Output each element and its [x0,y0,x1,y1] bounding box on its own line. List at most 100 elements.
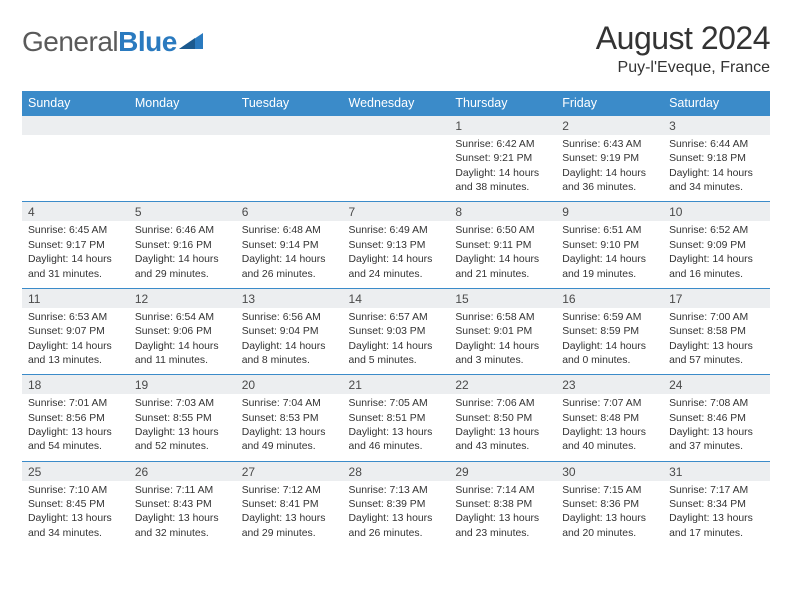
day-detail-cell [22,135,129,202]
daylight-line1: Daylight: 14 hours [135,340,230,354]
detail-row: Sunrise: 7:01 AMSunset: 8:56 PMDaylight:… [22,394,770,461]
daylight-line2: and 34 minutes. [28,527,123,541]
sunrise-line: Sunrise: 6:58 AM [455,311,550,325]
daylight-line1: Daylight: 14 hours [562,340,657,354]
day-header: Friday [556,91,663,116]
detail-row: Sunrise: 6:45 AMSunset: 9:17 PMDaylight:… [22,221,770,288]
sunset-line: Sunset: 9:17 PM [28,239,123,253]
sunrise-line: Sunrise: 6:42 AM [455,138,550,152]
sunset-line: Sunset: 8:53 PM [242,412,337,426]
logo-triangle-icon [179,31,205,56]
sunrise-line: Sunrise: 7:08 AM [669,397,764,411]
sunset-line: Sunset: 8:43 PM [135,498,230,512]
daylight-line1: Daylight: 13 hours [135,512,230,526]
daylight-line1: Daylight: 14 hours [669,167,764,181]
sunrise-line: Sunrise: 6:49 AM [349,224,444,238]
day-detail-cell: Sunrise: 7:03 AMSunset: 8:55 PMDaylight:… [129,394,236,461]
daylight-line2: and 40 minutes. [562,440,657,454]
day-number-cell: 20 [236,375,343,395]
daylight-line2: and 52 minutes. [135,440,230,454]
day-detail-cell [343,135,450,202]
daylight-line1: Daylight: 13 hours [135,426,230,440]
sunset-line: Sunset: 8:51 PM [349,412,444,426]
daylight-line1: Daylight: 14 hours [28,253,123,267]
day-number-cell: 27 [236,461,343,481]
day-number-cell: 21 [343,375,450,395]
daylight-line2: and 11 minutes. [135,354,230,368]
day-number-cell: 15 [449,288,556,308]
sunrise-line: Sunrise: 7:01 AM [28,397,123,411]
sunset-line: Sunset: 8:38 PM [455,498,550,512]
day-detail-cell: Sunrise: 7:07 AMSunset: 8:48 PMDaylight:… [556,394,663,461]
logo-text: GeneralBlue [22,26,177,58]
detail-row: Sunrise: 6:42 AMSunset: 9:21 PMDaylight:… [22,135,770,202]
day-detail-cell: Sunrise: 6:49 AMSunset: 9:13 PMDaylight:… [343,221,450,288]
day-detail-cell: Sunrise: 6:52 AMSunset: 9:09 PMDaylight:… [663,221,770,288]
daylight-line1: Daylight: 14 hours [669,253,764,267]
sunset-line: Sunset: 9:16 PM [135,239,230,253]
sunset-line: Sunset: 9:03 PM [349,325,444,339]
day-number-cell [236,116,343,136]
day-number-cell: 19 [129,375,236,395]
sunrise-line: Sunrise: 6:44 AM [669,138,764,152]
sunrise-line: Sunrise: 6:57 AM [349,311,444,325]
daynum-row: 18192021222324 [22,375,770,395]
daylight-line2: and 20 minutes. [562,527,657,541]
daylight-line2: and 32 minutes. [135,527,230,541]
sunset-line: Sunset: 8:55 PM [135,412,230,426]
daylight-line1: Daylight: 13 hours [28,426,123,440]
day-detail-cell: Sunrise: 7:12 AMSunset: 8:41 PMDaylight:… [236,481,343,547]
sunrise-line: Sunrise: 6:46 AM [135,224,230,238]
day-number-cell: 17 [663,288,770,308]
sunset-line: Sunset: 9:01 PM [455,325,550,339]
sunrise-line: Sunrise: 7:15 AM [562,484,657,498]
sunrise-line: Sunrise: 6:52 AM [669,224,764,238]
daylight-line2: and 34 minutes. [669,181,764,195]
daylight-line2: and 19 minutes. [562,268,657,282]
sunset-line: Sunset: 8:59 PM [562,325,657,339]
day-number-cell: 8 [449,202,556,222]
daylight-line1: Daylight: 13 hours [669,426,764,440]
daylight-line1: Daylight: 13 hours [349,512,444,526]
sunrise-line: Sunrise: 7:04 AM [242,397,337,411]
day-number-cell: 7 [343,202,450,222]
sunrise-line: Sunrise: 7:07 AM [562,397,657,411]
sunset-line: Sunset: 8:41 PM [242,498,337,512]
sunset-line: Sunset: 9:09 PM [669,239,764,253]
daynum-row: 45678910 [22,202,770,222]
day-detail-cell: Sunrise: 6:50 AMSunset: 9:11 PMDaylight:… [449,221,556,288]
daylight-line2: and 54 minutes. [28,440,123,454]
daynum-row: 11121314151617 [22,288,770,308]
daylight-line2: and 49 minutes. [242,440,337,454]
day-number-cell: 9 [556,202,663,222]
daylight-line1: Daylight: 13 hours [242,512,337,526]
daylight-line1: Daylight: 14 hours [455,340,550,354]
day-detail-cell: Sunrise: 7:13 AMSunset: 8:39 PMDaylight:… [343,481,450,547]
daylight-line2: and 5 minutes. [349,354,444,368]
daylight-line2: and 0 minutes. [562,354,657,368]
day-number-cell: 1 [449,116,556,136]
daylight-line2: and 29 minutes. [242,527,337,541]
sunrise-line: Sunrise: 6:53 AM [28,311,123,325]
sunset-line: Sunset: 9:14 PM [242,239,337,253]
day-detail-cell: Sunrise: 6:51 AMSunset: 9:10 PMDaylight:… [556,221,663,288]
daylight-line1: Daylight: 14 hours [242,340,337,354]
daylight-line1: Daylight: 13 hours [242,426,337,440]
sunset-line: Sunset: 8:34 PM [669,498,764,512]
sunset-line: Sunset: 8:50 PM [455,412,550,426]
day-detail-cell: Sunrise: 6:43 AMSunset: 9:19 PMDaylight:… [556,135,663,202]
daylight-line2: and 38 minutes. [455,181,550,195]
day-detail-cell: Sunrise: 7:08 AMSunset: 8:46 PMDaylight:… [663,394,770,461]
sunrise-line: Sunrise: 7:17 AM [669,484,764,498]
logo-part1: General [22,26,118,57]
sunrise-line: Sunrise: 6:54 AM [135,311,230,325]
day-detail-cell: Sunrise: 7:00 AMSunset: 8:58 PMDaylight:… [663,308,770,375]
sunrise-line: Sunrise: 7:03 AM [135,397,230,411]
daylight-line1: Daylight: 14 hours [455,253,550,267]
daylight-line2: and 3 minutes. [455,354,550,368]
day-detail-cell: Sunrise: 6:53 AMSunset: 9:07 PMDaylight:… [22,308,129,375]
day-detail-cell: Sunrise: 7:05 AMSunset: 8:51 PMDaylight:… [343,394,450,461]
day-number-cell: 25 [22,461,129,481]
calendar-table: Sunday Monday Tuesday Wednesday Thursday… [22,91,770,547]
sunset-line: Sunset: 8:56 PM [28,412,123,426]
